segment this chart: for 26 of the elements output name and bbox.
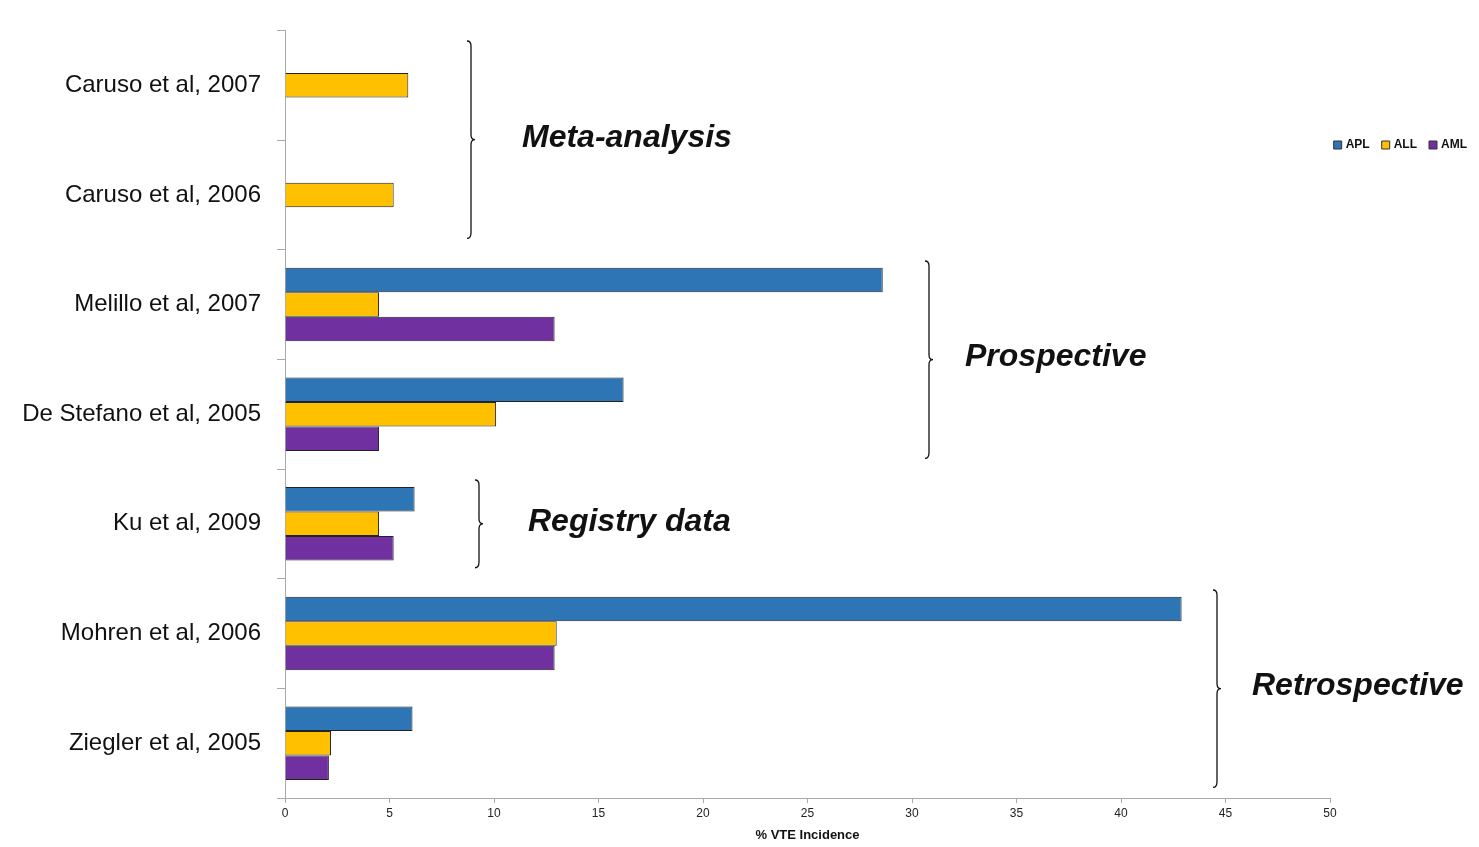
x-tick-label: 35 bbox=[1009, 805, 1024, 820]
y-tick-label: Ku et al, 2009 bbox=[112, 508, 261, 536]
x-tick-label: 50 bbox=[1323, 805, 1337, 820]
y-tick-label: Caruso et al, 2007 bbox=[64, 69, 261, 97]
annotation: Registry data bbox=[528, 501, 731, 539]
y-tick-label: Mohren et al, 2006 bbox=[60, 618, 261, 646]
y-tick-label: Ziegler et al, 2005 bbox=[68, 727, 261, 755]
x-tick-label: 5 bbox=[386, 805, 394, 820]
annotation: Retrospective bbox=[1252, 666, 1464, 704]
y-tick-label: De Stefano et al, 2005 bbox=[22, 398, 261, 426]
x-tick-label: 15 bbox=[591, 805, 606, 820]
annotation: Prospective bbox=[965, 337, 1147, 375]
x-tick-label: 25 bbox=[800, 805, 815, 820]
x-tick-label: 20 bbox=[696, 805, 710, 820]
legend-label: ALL bbox=[1393, 137, 1418, 152]
x-tick-label: 45 bbox=[1218, 805, 1233, 820]
x-tick-label: 40 bbox=[1114, 805, 1128, 820]
x-tick-label: 30 bbox=[905, 805, 919, 820]
x-tick-label: 0 bbox=[281, 805, 289, 820]
x-tick-label: 10 bbox=[487, 805, 501, 820]
y-tick-label: Melillo et al, 2007 bbox=[74, 289, 261, 317]
y-tick-label: Caruso et al, 2006 bbox=[64, 179, 261, 207]
legend-label: APL bbox=[1345, 137, 1370, 152]
annotation: Meta-analysis bbox=[522, 118, 732, 156]
legend-label: AML bbox=[1441, 137, 1468, 152]
x-axis-title: % VTE Incidence bbox=[755, 826, 860, 842]
